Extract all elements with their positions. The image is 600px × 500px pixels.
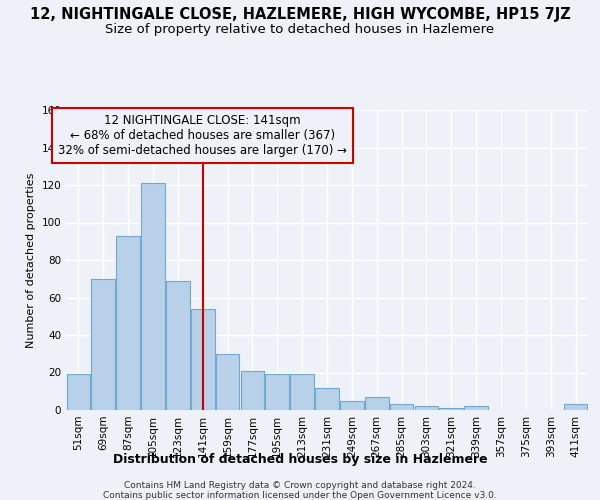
- Bar: [91, 279, 115, 410]
- Bar: [564, 404, 587, 410]
- Bar: [141, 183, 165, 410]
- Bar: [166, 280, 190, 410]
- Bar: [290, 374, 314, 410]
- Text: 12, NIGHTINGALE CLOSE, HAZLEMERE, HIGH WYCOMBE, HP15 7JZ: 12, NIGHTINGALE CLOSE, HAZLEMERE, HIGH W…: [29, 8, 571, 22]
- Text: 12 NIGHTINGALE CLOSE: 141sqm
← 68% of detached houses are smaller (367)
32% of s: 12 NIGHTINGALE CLOSE: 141sqm ← 68% of de…: [58, 114, 347, 157]
- Bar: [365, 397, 389, 410]
- Bar: [415, 406, 438, 410]
- Bar: [191, 308, 215, 410]
- Bar: [340, 400, 364, 410]
- Bar: [265, 374, 289, 410]
- Bar: [67, 374, 90, 410]
- Text: Contains HM Land Registry data © Crown copyright and database right 2024.: Contains HM Land Registry data © Crown c…: [124, 481, 476, 490]
- Bar: [116, 236, 140, 410]
- Bar: [390, 404, 413, 410]
- Bar: [315, 388, 339, 410]
- Text: Distribution of detached houses by size in Hazlemere: Distribution of detached houses by size …: [113, 452, 487, 466]
- Text: Size of property relative to detached houses in Hazlemere: Size of property relative to detached ho…: [106, 22, 494, 36]
- Y-axis label: Number of detached properties: Number of detached properties: [26, 172, 36, 348]
- Bar: [241, 370, 264, 410]
- Text: Contains public sector information licensed under the Open Government Licence v3: Contains public sector information licen…: [103, 491, 497, 500]
- Bar: [464, 406, 488, 410]
- Bar: [439, 408, 463, 410]
- Bar: [216, 354, 239, 410]
